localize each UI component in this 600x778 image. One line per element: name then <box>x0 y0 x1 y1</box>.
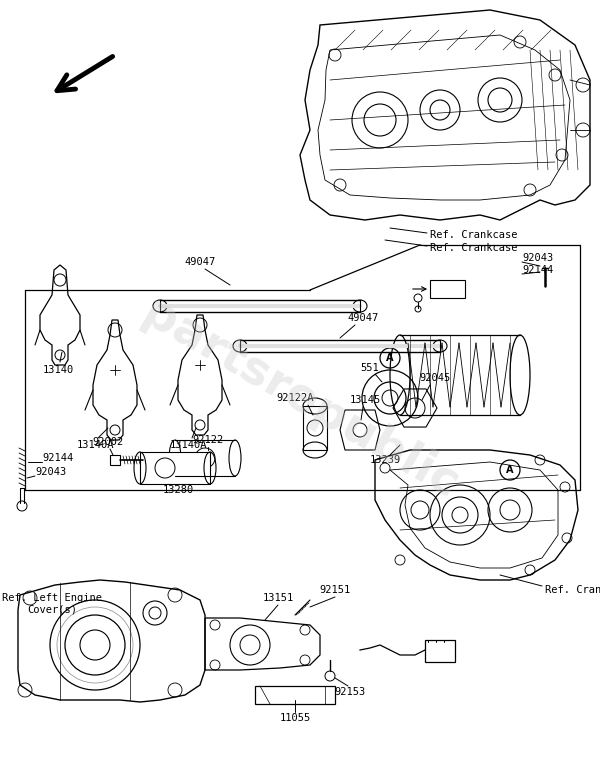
Text: 92153: 92153 <box>334 687 365 697</box>
Bar <box>140 452 210 484</box>
Text: 49047: 49047 <box>347 313 379 323</box>
Text: Ref. Crankcase: Ref. Crankcase <box>430 230 517 240</box>
Text: 92122A: 92122A <box>276 393 314 403</box>
Text: Ref. Crankcase: Ref. Crankcase <box>430 243 517 253</box>
Bar <box>303 406 327 450</box>
Text: Cover(s): Cover(s) <box>27 604 77 614</box>
Text: 92144: 92144 <box>522 265 553 275</box>
Text: 13239: 13239 <box>370 455 401 465</box>
Text: 13280: 13280 <box>163 485 194 495</box>
Text: 92002: 92002 <box>92 437 124 447</box>
Text: A: A <box>506 465 514 475</box>
Text: 13151: 13151 <box>262 593 293 603</box>
Text: 92045: 92045 <box>419 373 451 383</box>
Text: 13145: 13145 <box>349 395 380 405</box>
Text: 13140: 13140 <box>43 365 74 375</box>
Text: 92043: 92043 <box>522 253 553 263</box>
Text: 11055: 11055 <box>280 713 311 723</box>
Text: A: A <box>386 353 394 363</box>
Bar <box>430 280 465 298</box>
Text: 92144: 92144 <box>42 453 73 463</box>
Text: Ref. Left Engine: Ref. Left Engine <box>2 593 102 603</box>
Text: 92043: 92043 <box>35 467 66 477</box>
Text: 13140A: 13140A <box>76 440 114 450</box>
Text: 49047: 49047 <box>184 257 215 267</box>
Bar <box>110 455 120 465</box>
Text: partsrepublic: partsrepublic <box>134 291 466 509</box>
Bar <box>425 640 455 662</box>
Text: 13140A: 13140A <box>169 440 207 450</box>
Text: 92151: 92151 <box>319 585 350 595</box>
Text: 551: 551 <box>361 363 379 373</box>
Text: Ref. Crankcase: Ref. Crankcase <box>545 585 600 595</box>
Bar <box>255 686 335 704</box>
Text: 92122: 92122 <box>193 435 224 445</box>
